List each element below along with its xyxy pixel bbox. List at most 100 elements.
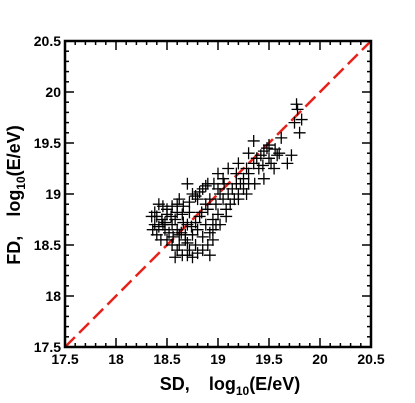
x-axis-label-log: log <box>209 374 236 394</box>
data-point <box>203 249 216 262</box>
data-point <box>248 177 261 190</box>
data-point <box>155 213 168 226</box>
x-axis-label-unit: (E/eV) <box>249 374 300 394</box>
data-point <box>176 208 189 221</box>
y-tick-label: 19.5 <box>34 135 61 151</box>
data-point <box>242 167 255 180</box>
data-point <box>189 239 202 251</box>
x-axis-label: SD, log10(E/eV) <box>160 374 300 398</box>
data-point <box>196 230 209 243</box>
data-point <box>189 216 202 229</box>
data-point <box>191 223 204 236</box>
y-tick-label: 19 <box>45 186 61 202</box>
data-point <box>222 162 235 175</box>
data-point <box>181 249 194 262</box>
data-point <box>218 177 231 190</box>
y-tick-label: 17.5 <box>34 339 61 355</box>
x-tick-label: 17.5 <box>51 351 78 367</box>
data-point <box>250 152 263 165</box>
y-tick-label: 18 <box>45 288 61 304</box>
data-point <box>273 147 286 160</box>
x-tick-label: 19 <box>210 351 226 367</box>
data-point <box>196 182 209 195</box>
x-tick-label: 20 <box>312 351 328 367</box>
y-tick-label: 20.5 <box>34 33 61 49</box>
y-axis-label: FD, log10(E/eV) <box>4 125 28 264</box>
data-point <box>167 230 180 243</box>
data-point <box>206 233 219 246</box>
y-tick-label: 18.5 <box>34 237 61 253</box>
data-point <box>257 172 270 185</box>
data-point <box>290 98 303 111</box>
data-point <box>268 162 281 175</box>
data-point <box>181 236 194 249</box>
x-tick-label: 18.5 <box>153 351 180 367</box>
data-point <box>240 188 253 200</box>
data-point <box>206 213 219 226</box>
data-point <box>214 188 227 200</box>
data-point <box>232 157 245 170</box>
data-point <box>177 216 190 229</box>
data-point <box>247 157 260 170</box>
data-point <box>230 167 243 180</box>
data-point <box>247 134 260 147</box>
y-tick-labels: 17.5 18 18.5 19 19.5 20 20.5 <box>34 33 61 355</box>
data-point <box>281 157 294 170</box>
data-point <box>173 239 186 251</box>
data-point <box>183 244 196 257</box>
data-point <box>285 149 298 162</box>
data-point <box>203 193 216 206</box>
data-point <box>240 162 253 175</box>
data-point <box>156 200 169 213</box>
data-point <box>209 218 222 231</box>
data-point <box>183 196 196 209</box>
data-point <box>173 193 186 206</box>
data-point <box>196 244 209 257</box>
data-point <box>201 239 214 251</box>
data-point <box>148 206 161 219</box>
data-point <box>206 223 219 236</box>
y-axis-label-log: log <box>4 190 24 217</box>
data-point <box>256 159 269 172</box>
data-point <box>201 203 214 216</box>
data-point <box>263 139 275 152</box>
data-point <box>212 167 224 180</box>
data-point <box>212 208 224 221</box>
data-point <box>186 188 199 200</box>
data-point <box>291 103 304 116</box>
data-point <box>295 113 308 126</box>
data-point <box>237 172 250 185</box>
axis-ticks <box>64 40 372 348</box>
data-point <box>191 193 204 206</box>
data-point <box>158 216 171 229</box>
x-tick-label: 20.5 <box>357 351 384 367</box>
reference-line-layer <box>64 40 372 348</box>
data-point <box>207 177 220 190</box>
data-point <box>193 185 206 198</box>
data-point <box>183 206 196 219</box>
reference-line <box>64 40 372 348</box>
data-point <box>146 223 159 236</box>
data-point <box>171 244 184 257</box>
y-axis-label-sub: 10 <box>14 176 28 190</box>
data-point <box>195 206 208 219</box>
y-axis-label-prefix: FD, <box>4 236 24 265</box>
data-point <box>260 142 273 155</box>
data-point <box>169 251 182 264</box>
data-point <box>230 177 243 190</box>
data-point <box>209 198 222 211</box>
data-point <box>265 157 278 170</box>
x-axis-label-prefix: SD, <box>160 374 190 394</box>
data-point <box>217 193 230 206</box>
data-point <box>203 226 216 239</box>
data-point <box>191 247 204 260</box>
data-point <box>242 147 255 160</box>
data-point <box>288 116 301 129</box>
data-point <box>152 220 165 233</box>
x-tick-label: 18 <box>108 351 124 367</box>
data-point <box>232 193 245 206</box>
data-point <box>154 233 167 246</box>
data-point <box>175 226 188 239</box>
x-axis-label-sub: 10 <box>236 384 250 398</box>
